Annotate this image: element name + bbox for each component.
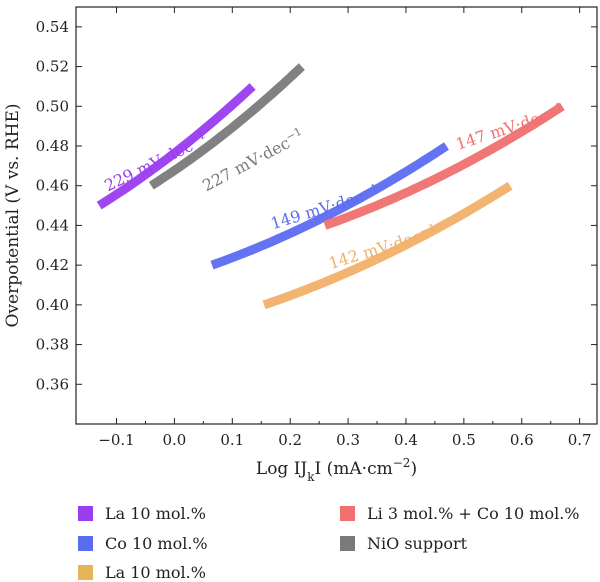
x-tick-label: 0.2	[278, 431, 302, 449]
x-tick-label: 0.4	[394, 431, 418, 449]
series-curve-la2	[262, 181, 513, 310]
x-tick-label: 0.0	[162, 431, 186, 449]
y-tick-label: 0.44	[36, 216, 69, 234]
y-tick-label: 0.48	[36, 137, 69, 155]
y-tick-label: 0.36	[36, 375, 69, 393]
y-tick-label: 0.38	[36, 336, 69, 354]
y-tick-label: 0.42	[36, 256, 69, 274]
x-tick-label: 0.3	[336, 431, 360, 449]
y-tick-label: 0.52	[36, 58, 69, 76]
series-curve-la	[96, 83, 256, 210]
plot-frame	[75, 6, 598, 425]
x-axis-title: Log IJkI (mA·cm−2)	[256, 456, 417, 484]
slope-label-la2: 142 mV·dec−1	[326, 220, 439, 272]
series-curve-nio	[148, 63, 305, 190]
plot-area: −0.1 0.0 0.1 0.2 0.3 0.4 0.5 0.6 0.7 0.36 0.38 0.40…	[3, 6, 598, 484]
y-tick-label: 0.46	[36, 177, 69, 195]
slope-label-lico: 147 mV·dec−1	[453, 100, 566, 154]
series-curve-co	[210, 142, 449, 270]
y-tick-label: 0.54	[36, 18, 69, 36]
y-axis-title: Overpotential (V vs. RHE)	[3, 103, 23, 327]
x-tick-label: 0.7	[568, 431, 592, 449]
x-tick-label: −0.1	[98, 431, 134, 449]
series-curve-lico	[323, 102, 565, 230]
y-tick-label: 0.40	[36, 296, 69, 314]
slope-label-nio: 227 mV·dec−1	[199, 124, 308, 195]
x-tick-label: 0.6	[510, 431, 534, 449]
x-tick-label: 0.1	[220, 431, 244, 449]
y-tick-label: 0.50	[36, 97, 69, 115]
x-tick-label: 0.5	[452, 431, 476, 449]
